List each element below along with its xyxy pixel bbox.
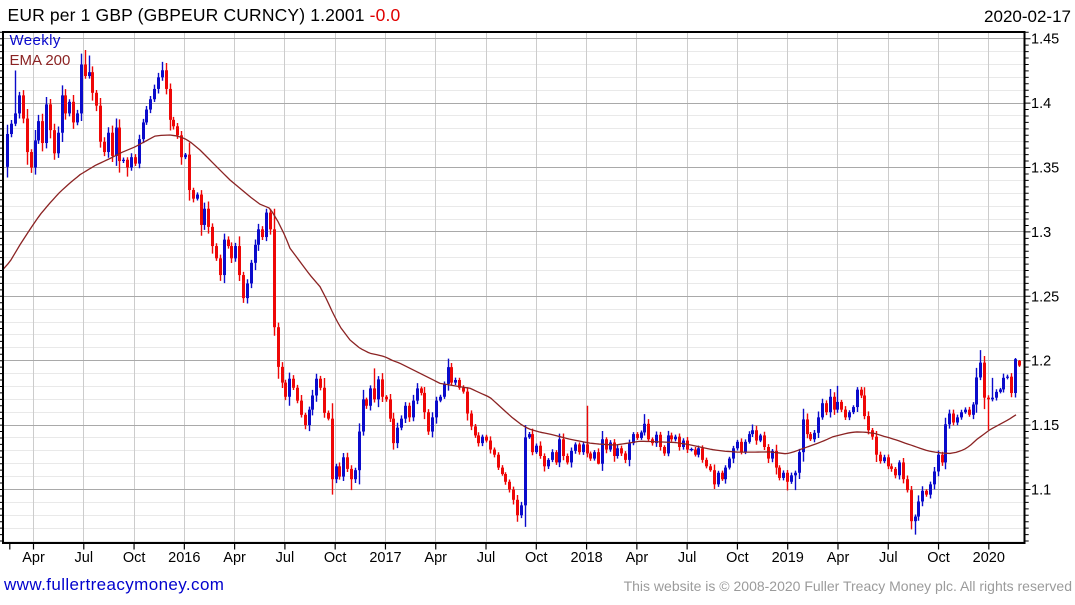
- svg-text:Jul: Jul: [276, 550, 295, 566]
- svg-text:Apr: Apr: [827, 550, 850, 566]
- svg-text:1.35: 1.35: [1031, 161, 1059, 177]
- svg-text:2016: 2016: [168, 550, 200, 566]
- svg-text:Apr: Apr: [424, 550, 447, 566]
- svg-text:1.25: 1.25: [1031, 289, 1059, 305]
- svg-text:2020-02-17: 2020-02-17: [984, 7, 1071, 26]
- svg-text:Oct: Oct: [525, 550, 548, 566]
- svg-text:Oct: Oct: [927, 550, 950, 566]
- svg-text:Weekly: Weekly: [10, 32, 61, 49]
- svg-text:1.45: 1.45: [1031, 32, 1059, 48]
- svg-text:1.15: 1.15: [1031, 418, 1059, 434]
- svg-text:2019: 2019: [772, 550, 804, 566]
- svg-text:Apr: Apr: [22, 550, 45, 566]
- svg-text:www.fullertreacymoney.com: www.fullertreacymoney.com: [3, 575, 224, 594]
- svg-text:1.1: 1.1: [1031, 483, 1051, 499]
- svg-text:Jul: Jul: [477, 550, 496, 566]
- svg-text:Oct: Oct: [123, 550, 146, 566]
- svg-text:EUR per 1 GBP (GBPEUR CURNCY): EUR per 1 GBP (GBPEUR CURNCY) 1.2001 -0.…: [8, 5, 401, 25]
- svg-text:Oct: Oct: [324, 550, 347, 566]
- svg-text:Jul: Jul: [879, 550, 898, 566]
- svg-text:Oct: Oct: [726, 550, 749, 566]
- svg-text:2020: 2020: [973, 550, 1005, 566]
- svg-text:Jul: Jul: [75, 550, 94, 566]
- svg-text:1.3: 1.3: [1031, 225, 1051, 241]
- svg-text:2017: 2017: [369, 550, 401, 566]
- svg-text:1.4: 1.4: [1031, 96, 1051, 112]
- svg-text:Jul: Jul: [678, 550, 697, 566]
- svg-text:This website is © 2008-2020 Fu: This website is © 2008-2020 Fuller Treac…: [624, 578, 1072, 594]
- svg-text:1.2: 1.2: [1031, 354, 1051, 370]
- svg-text:Apr: Apr: [626, 550, 649, 566]
- svg-text:Apr: Apr: [223, 550, 246, 566]
- svg-text:2018: 2018: [570, 550, 602, 566]
- svg-text:EMA 200: EMA 200: [10, 52, 71, 69]
